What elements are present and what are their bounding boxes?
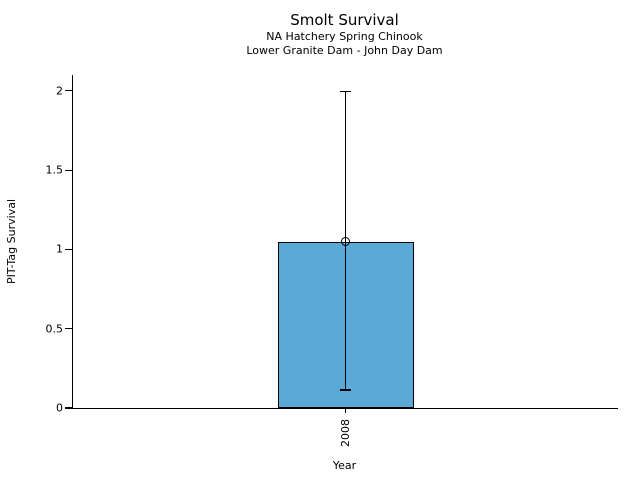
- chart-title: Smolt Survival: [290, 11, 399, 29]
- chart-header: Smolt Survival NA Hatchery Spring Chinoo…: [72, 11, 617, 58]
- y-tick-label: 1.5: [45, 163, 64, 177]
- y-tick-label: 0: [56, 401, 63, 415]
- y-axis-label-text: PIT-Tag Survival: [5, 198, 18, 284]
- plot-area: 0 0.5 1 1.5 2 2008: [46, 75, 618, 447]
- y-tick-label: 2: [56, 84, 63, 98]
- error-bar-cap-bottom: [340, 389, 351, 391]
- y-tick-label: 0.5: [45, 322, 64, 336]
- error-bar-cap-top: [340, 90, 351, 93]
- data-point-marker: [341, 237, 350, 246]
- y-tick-mark: [65, 90, 72, 92]
- x-axis-label: Year: [332, 459, 357, 472]
- y-axis-label: PIT-Tag Survival: [5, 75, 18, 408]
- y-tick-mark: [65, 248, 72, 251]
- chart-subtitle-line-1: NA Hatchery Spring Chinook: [266, 29, 423, 43]
- y-tick-mark: [65, 407, 72, 409]
- y-tick-label: 1: [56, 242, 63, 256]
- x-tick-mark: [344, 408, 347, 413]
- x-tick-label: 2008: [338, 419, 352, 447]
- chart-subtitle-line-2: Lower Granite Dam - John Day Dam: [246, 44, 443, 58]
- y-tick-mark: [65, 328, 72, 330]
- y-tick-mark: [65, 169, 72, 171]
